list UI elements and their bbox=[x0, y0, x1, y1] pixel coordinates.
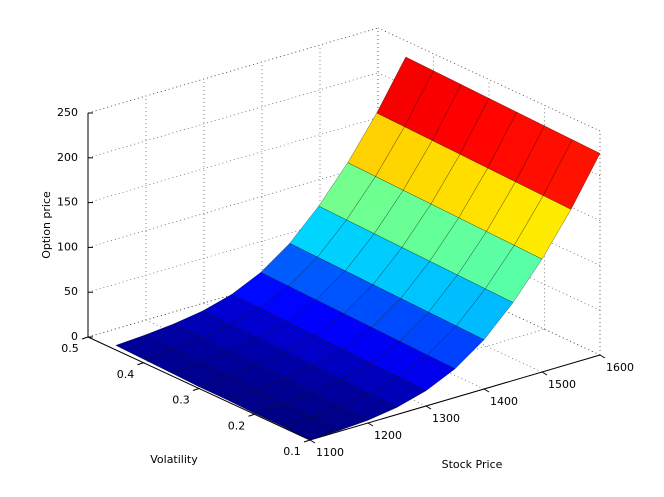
x-axis bbox=[309, 354, 601, 441]
grid-line bbox=[377, 251, 601, 356]
x-tick bbox=[367, 422, 374, 427]
y-tick bbox=[303, 439, 311, 443]
z-tick-label: 0 bbox=[71, 330, 78, 343]
z-tick-label: 150 bbox=[57, 196, 78, 209]
x-tick-label: 1300 bbox=[432, 412, 460, 425]
grid-line bbox=[377, 27, 601, 132]
y-tick bbox=[137, 362, 144, 366]
x-tick bbox=[599, 354, 606, 359]
grid-line bbox=[377, 162, 601, 266]
y-tick bbox=[81, 336, 89, 340]
z-tick-label: 50 bbox=[64, 285, 78, 298]
z-tick-label: 250 bbox=[57, 106, 78, 119]
x-axis-label: Stock Price bbox=[442, 458, 503, 471]
x-tick bbox=[483, 388, 490, 393]
y-tick-label: 0.5 bbox=[61, 342, 79, 355]
y-axis-label: Volatility bbox=[150, 453, 198, 466]
x-tick-label: 1200 bbox=[374, 429, 402, 442]
y-tick bbox=[248, 413, 255, 417]
x-tick-label: 1100 bbox=[316, 446, 344, 459]
grid-line bbox=[319, 268, 543, 373]
y-tick-label: 0.4 bbox=[117, 368, 135, 381]
z-axis-label: Option price bbox=[40, 191, 53, 259]
grid-line bbox=[377, 206, 601, 311]
x-tick bbox=[309, 439, 316, 444]
x-tick-label: 1400 bbox=[490, 395, 518, 408]
grid-line bbox=[87, 72, 379, 159]
z-tick-label: 100 bbox=[57, 240, 78, 253]
x-tick bbox=[425, 405, 432, 410]
x-tick-label: 1500 bbox=[548, 378, 576, 391]
y-tick bbox=[192, 388, 200, 391]
grid-line bbox=[87, 27, 379, 114]
y-tick-label: 0.2 bbox=[228, 419, 246, 432]
y-tick-label: 0.3 bbox=[172, 394, 190, 407]
x-tick bbox=[541, 371, 548, 376]
y-tick-label: 0.1 bbox=[283, 445, 301, 458]
surface-patch bbox=[281, 416, 340, 441]
x-tick-label: 1600 bbox=[606, 361, 634, 374]
z-tick-label: 200 bbox=[57, 151, 78, 164]
